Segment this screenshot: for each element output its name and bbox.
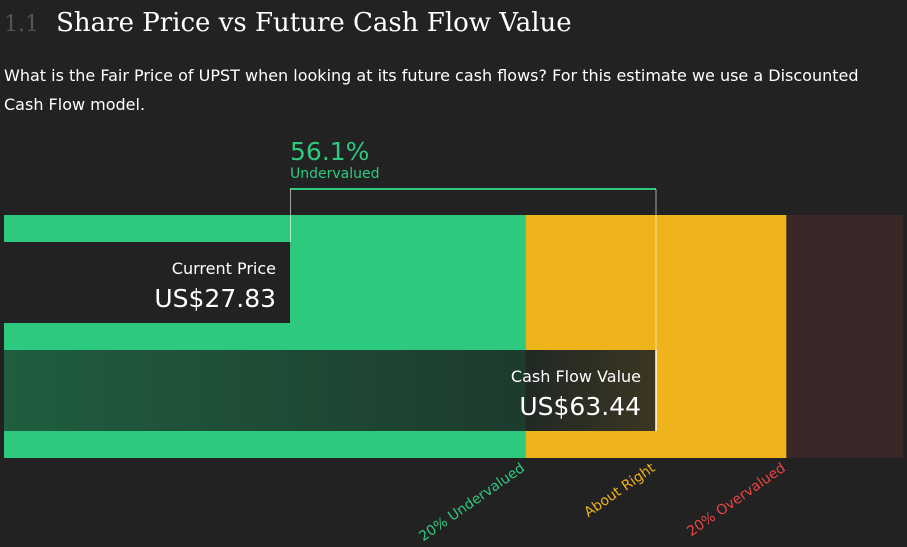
current-price-label: Current Price bbox=[172, 259, 276, 278]
chart-description: What is the Fair Price of UPST when look… bbox=[4, 66, 859, 114]
zone-label-overvalued: 20% Overvalued bbox=[684, 460, 789, 540]
cash-flow-value-label: Cash Flow Value bbox=[511, 367, 641, 386]
section-number: 1.1 bbox=[4, 12, 39, 37]
cash-flow-value-bar-overlay bbox=[525, 350, 656, 431]
undervalued-percent: 56.1% bbox=[290, 137, 369, 166]
undervalued-status: Undervalued bbox=[290, 166, 380, 182]
page-title: Share Price vs Future Cash Flow Value bbox=[56, 8, 572, 38]
section-header: 1.1 Share Price vs Future Cash Flow Valu… bbox=[4, 8, 572, 44]
zone-label-about-right: About Right bbox=[581, 460, 658, 521]
cash-flow-value-value: US$63.44 bbox=[519, 392, 641, 421]
zone-label-undervalued: 20% Undervalued bbox=[416, 460, 528, 545]
zone-overvalued bbox=[786, 215, 903, 458]
current-price-value: US$27.83 bbox=[154, 284, 276, 313]
current-price-bar bbox=[4, 242, 291, 323]
